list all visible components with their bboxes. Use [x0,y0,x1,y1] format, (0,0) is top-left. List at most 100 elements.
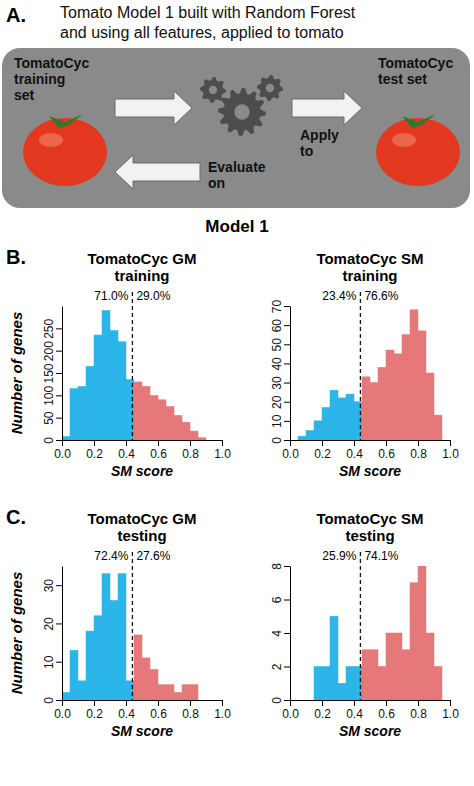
x-tick: 0.0 [54,700,71,721]
bar [426,373,434,440]
y-tick: 20 [270,395,290,409]
bar [190,685,198,700]
y-tick: 30 [42,579,62,593]
y-tick-mark [56,351,62,352]
y-axis-line [62,567,63,701]
y-tick-label: 2 [270,663,284,670]
tomato-train [23,114,107,186]
y-tick: 20 [42,617,62,631]
x-tick-mark [290,440,291,446]
y-tick: 60 [270,319,290,333]
diagram-title: and using all features, applied to tomat… [60,24,344,41]
x-tick-label: 0.6 [150,447,167,461]
bar [166,685,174,700]
y-tick-mark [56,662,62,663]
y-axis-line [290,307,291,441]
bar [306,430,314,440]
bar [118,342,126,440]
bar [78,386,86,440]
tomato-body [376,118,460,186]
x-tick: 1.0 [214,700,231,721]
x-tick-label: 0.6 [378,447,395,461]
bar [174,415,182,440]
bar [70,389,78,440]
bar [190,431,198,440]
chart-title: TomatoCyc GMtesting [88,510,197,544]
bar [150,669,158,700]
x-tick: 0.4 [118,440,135,461]
x-tick: 0.8 [182,700,199,721]
y-tick-mark [56,395,62,396]
x-tick-label: 1.0 [214,447,231,461]
x-axis-title: SM score [111,723,173,739]
bar [126,380,134,440]
y-tick-mark [56,418,62,419]
bar [158,685,166,700]
x-tick-label: 0.8 [182,707,199,721]
y-tick-label: 40 [270,357,284,371]
tomato-body [23,118,107,186]
y-axis: 050100150200250 [42,307,63,444]
bar [386,350,394,440]
y-tick: 40 [270,357,290,371]
x-tick-label: 1.0 [442,447,459,461]
x-tick-label: 0.2 [314,447,331,461]
threshold-line [360,552,361,700]
y-tick-mark [284,700,290,701]
y-tick: 10 [270,414,290,428]
x-tick-mark [126,700,127,706]
x-axis-line [63,440,223,441]
bar [166,407,174,441]
x-tick: 0.8 [410,700,427,721]
bar [418,566,426,700]
x-axis-title: SM score [111,463,173,479]
bar [110,600,118,700]
y-tick-label: 60 [270,319,284,333]
y-tick-mark [284,667,290,668]
y-tick: 2 [270,663,290,670]
x-tick-mark [322,700,323,706]
x-tick-mark [450,440,451,446]
x-tick-label: 0.8 [410,707,427,721]
y-tick-label: 4 [270,630,284,637]
x-tick: 0.0 [54,440,71,461]
x-tick-mark [190,700,191,706]
x-tick-mark [354,700,355,706]
x-tick-label: 0.0 [282,707,299,721]
x-tick-mark [290,700,291,706]
bar [370,383,378,440]
x-tick: 0.4 [346,700,363,721]
y-tick-label: 20 [42,617,56,631]
y-tick-mark [284,402,290,403]
y-tick: 0 [42,437,62,444]
bar [434,415,442,440]
y-tick-mark [284,600,290,601]
x-tick: 0.8 [182,440,199,461]
bar [362,650,370,700]
x-tick-label: 0.4 [118,447,135,461]
bar [330,390,338,440]
title-line: TomatoCyc GM [88,510,197,527]
x-axis: 0.00.20.40.60.81.0 [54,440,231,461]
y-tick-label: 200 [42,341,56,361]
x-tick: 0.4 [346,440,363,461]
source-label: TomatoCyc [14,55,89,71]
source-label: training [14,71,65,87]
x-tick-mark [450,700,451,706]
x-tick-label: 0.4 [346,707,363,721]
bar [338,398,346,440]
y-tick-mark [56,700,62,701]
x-tick-label: 0.2 [314,707,331,721]
bar [182,422,190,440]
y-tick-label: 30 [42,579,56,593]
x-tick: 1.0 [214,440,231,461]
x-tick-mark [354,440,355,446]
y-tick-mark [284,566,290,567]
tomato-shine [39,133,63,147]
bar [134,382,142,440]
y-tick-mark [56,373,62,374]
x-tick: 0.6 [378,440,395,461]
bar [386,633,394,700]
title-line: TomatoCyc SM [316,510,423,527]
x-tick: 0.6 [150,440,167,461]
